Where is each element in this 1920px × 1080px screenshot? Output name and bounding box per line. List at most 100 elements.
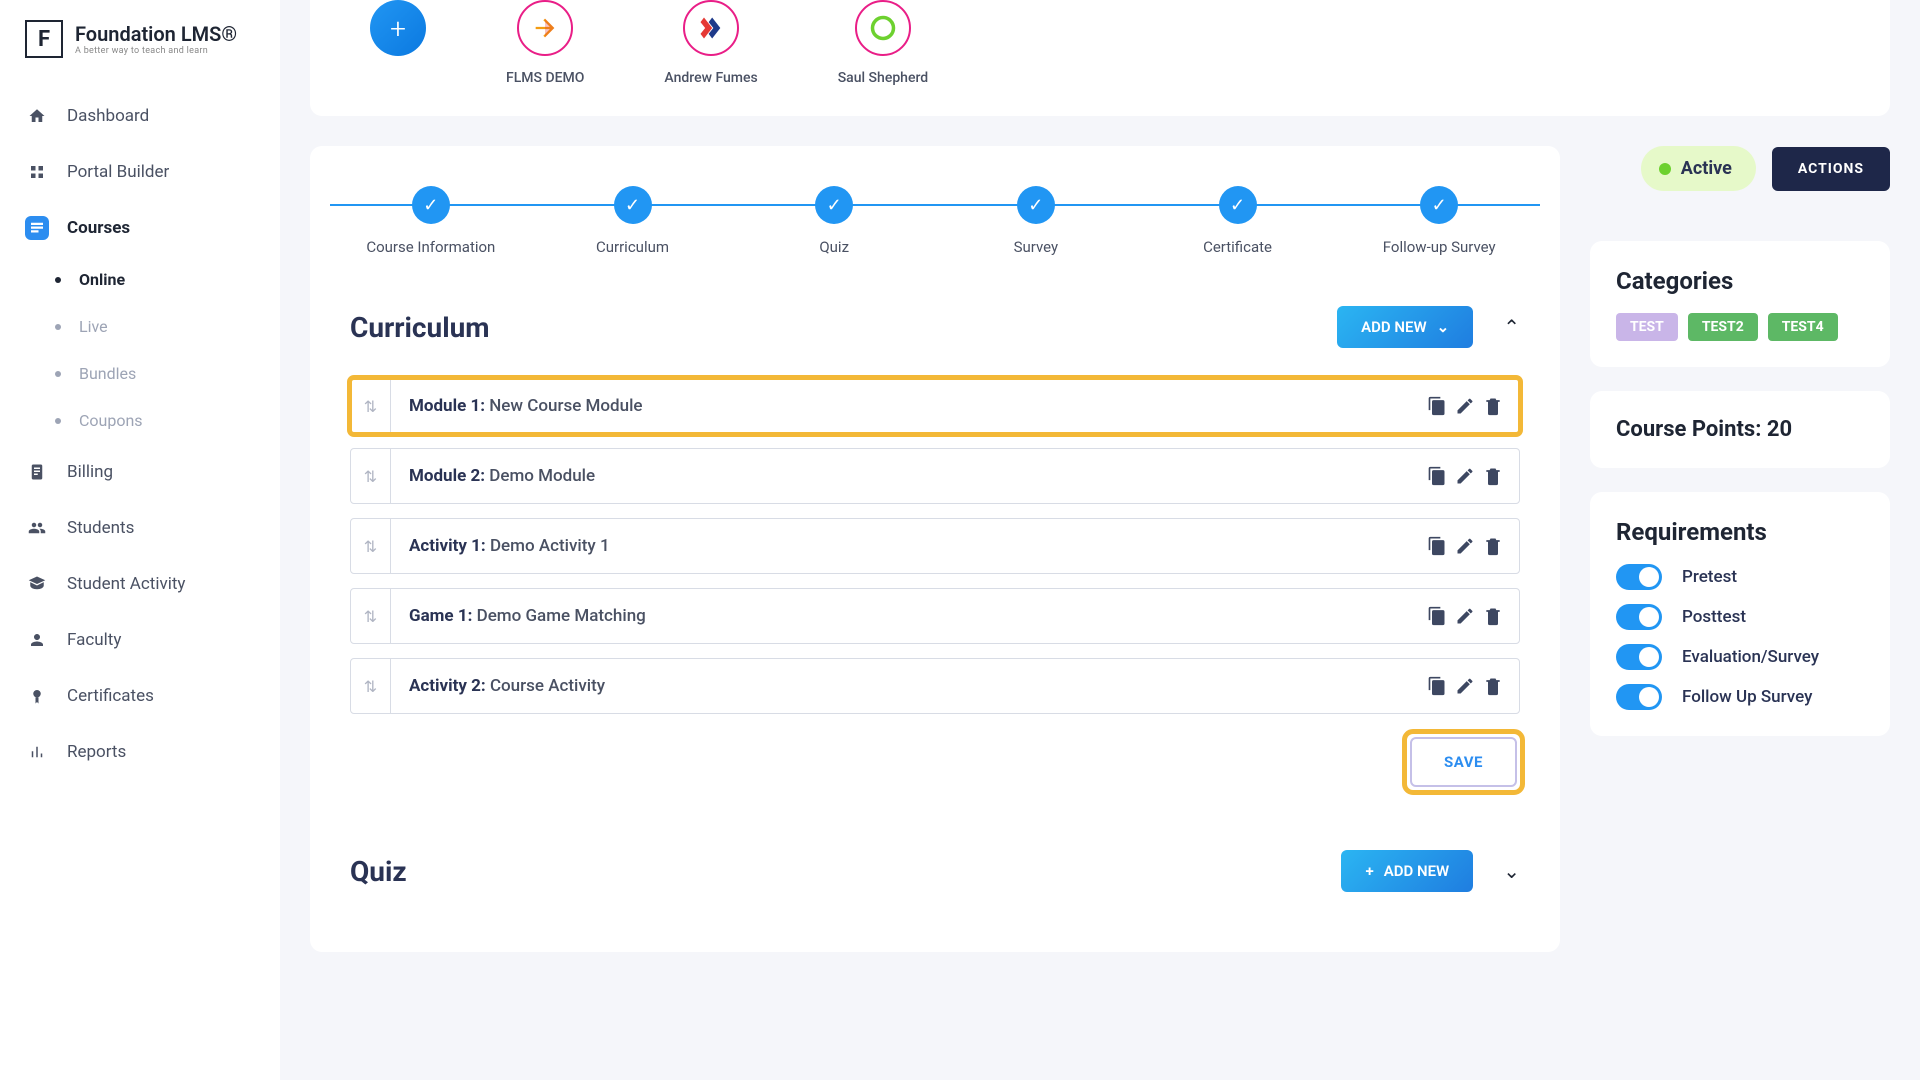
billing-icon <box>25 460 49 484</box>
nav-certificates[interactable]: Certificates <box>0 668 280 724</box>
nav-billing[interactable]: Billing <box>0 444 280 500</box>
courses-icon <box>25 216 49 240</box>
edit-icon[interactable] <box>1455 536 1475 556</box>
nav-faculty[interactable]: Faculty <box>0 612 280 668</box>
requirements-panel: Requirements Pretest Posttest Evaluation… <box>1590 492 1890 736</box>
nav-dashboard[interactable]: Dashboard <box>0 88 280 144</box>
logo-subtitle: A better way to teach and learn <box>75 46 237 56</box>
module-row[interactable]: ⇅ Activity 2: Course Activity <box>350 658 1520 714</box>
toggle-posttest[interactable] <box>1616 604 1662 630</box>
check-icon: ✓ <box>815 186 853 224</box>
module-prefix: Module 1: <box>409 396 485 416</box>
subnav-coupons[interactable]: Coupons <box>30 397 280 444</box>
module-row[interactable]: ⇅ Activity 1: Demo Activity 1 <box>350 518 1520 574</box>
module-row[interactable]: ⇅ Game 1: Demo Game Matching <box>350 588 1520 644</box>
plus-icon: + <box>1365 862 1373 880</box>
step-label: Certificate <box>1203 238 1272 256</box>
avatars-row: + FLMS DEMO Andrew Fumes Saul Shepherd <box>310 0 1890 116</box>
edit-icon[interactable] <box>1455 466 1475 486</box>
bullet-icon <box>55 324 61 330</box>
toggle-followup[interactable] <box>1616 684 1662 710</box>
edit-icon[interactable] <box>1455 676 1475 696</box>
check-icon: ✓ <box>412 186 450 224</box>
requirement-label: Pretest <box>1682 567 1737 587</box>
nav-label: Billing <box>67 462 113 482</box>
requirement-row: Pretest <box>1616 564 1864 590</box>
drag-handle-icon[interactable]: ⇅ <box>351 589 391 643</box>
step-quiz[interactable]: ✓ Quiz <box>733 186 935 256</box>
copy-icon[interactable] <box>1427 606 1447 626</box>
module-prefix: Game 1: <box>409 606 472 626</box>
chevron-down-icon: ⌄ <box>1437 318 1450 336</box>
nav-label: Certificates <box>67 686 154 706</box>
step-curriculum[interactable]: ✓ Curriculum <box>532 186 734 256</box>
module-name: Course Activity <box>490 676 605 696</box>
subnav-bundles[interactable]: Bundles <box>30 350 280 397</box>
edit-icon[interactable] <box>1455 606 1475 626</box>
nav-students[interactable]: Students <box>0 500 280 556</box>
expand-icon[interactable]: ⌄ <box>1503 859 1520 883</box>
course-points: Course Points: 20 <box>1616 417 1864 442</box>
delete-icon[interactable] <box>1483 466 1503 486</box>
delete-icon[interactable] <box>1483 606 1503 626</box>
add-new-label: ADD NEW <box>1361 318 1427 336</box>
actions-button[interactable]: ACTIONS <box>1772 147 1890 191</box>
toggle-evaluation[interactable] <box>1616 644 1662 670</box>
subnav-live[interactable]: Live <box>30 303 280 350</box>
delete-icon[interactable] <box>1483 536 1503 556</box>
avatar-item[interactable]: FLMS DEMO <box>506 0 584 86</box>
nav-portal-builder[interactable]: Portal Builder <box>0 144 280 200</box>
category-tag[interactable]: TEST2 <box>1688 313 1758 341</box>
step-followup[interactable]: ✓ Follow-up Survey <box>1338 186 1540 256</box>
drag-handle-icon[interactable]: ⇅ <box>351 659 391 713</box>
avatar-item[interactable]: Saul Shepherd <box>838 0 928 86</box>
avatar-label: Saul Shepherd <box>838 70 928 86</box>
copy-icon[interactable] <box>1427 396 1447 416</box>
avatar-label: FLMS DEMO <box>506 70 584 86</box>
category-tag[interactable]: TEST4 <box>1768 313 1838 341</box>
collapse-icon[interactable]: ⌃ <box>1503 315 1520 339</box>
avatar-add[interactable]: + <box>370 0 426 56</box>
toggle-pretest[interactable] <box>1616 564 1662 590</box>
subnav-online[interactable]: Online <box>30 256 280 303</box>
module-row[interactable]: ⇅ Module 1: New Course Module <box>350 378 1520 434</box>
drag-handle-icon[interactable]: ⇅ <box>351 379 391 433</box>
module-prefix: Activity 1: <box>409 536 486 556</box>
reports-icon <box>25 740 49 764</box>
nav-label: Students <box>67 518 134 538</box>
avatar-item[interactable]: Andrew Fumes <box>664 0 757 86</box>
activity-icon <box>25 572 49 596</box>
requirement-row: Evaluation/Survey <box>1616 644 1864 670</box>
save-highlight: SAVE <box>1407 734 1520 790</box>
edit-icon[interactable] <box>1455 396 1475 416</box>
nav-student-activity[interactable]: Student Activity <box>0 556 280 612</box>
nav-courses[interactable]: Courses <box>0 200 280 256</box>
content-main: ✓ Course Information ✓ Curriculum ✓ Quiz… <box>310 146 1560 952</box>
drag-handle-icon[interactable]: ⇅ <box>351 519 391 573</box>
check-icon: ✓ <box>614 186 652 224</box>
save-button[interactable]: SAVE <box>1410 737 1517 787</box>
step-certificate[interactable]: ✓ Certificate <box>1137 186 1339 256</box>
logo-icon: F <box>25 20 63 58</box>
delete-icon[interactable] <box>1483 676 1503 696</box>
module-row[interactable]: ⇅ Module 2: Demo Module <box>350 448 1520 504</box>
copy-icon[interactable] <box>1427 676 1447 696</box>
copy-icon[interactable] <box>1427 466 1447 486</box>
step-survey[interactable]: ✓ Survey <box>935 186 1137 256</box>
module-name: Demo Game Matching <box>477 606 646 626</box>
category-tag[interactable]: TEST <box>1616 313 1678 341</box>
nav-label: Reports <box>67 742 126 762</box>
logo: F Foundation LMS® A better way to teach … <box>0 20 280 88</box>
step-course-info[interactable]: ✓ Course Information <box>330 186 532 256</box>
avatar-circle <box>683 0 739 56</box>
nav-reports[interactable]: Reports <box>0 724 280 780</box>
delete-icon[interactable] <box>1483 396 1503 416</box>
avatar-circle <box>517 0 573 56</box>
add-new-button[interactable]: ADD NEW ⌄ <box>1337 306 1473 348</box>
step-label: Quiz <box>819 238 849 256</box>
avatar-circle <box>855 0 911 56</box>
subnav-label: Coupons <box>79 411 143 430</box>
copy-icon[interactable] <box>1427 536 1447 556</box>
drag-handle-icon[interactable]: ⇅ <box>351 449 391 503</box>
add-quiz-button[interactable]: + ADD NEW <box>1341 850 1473 892</box>
